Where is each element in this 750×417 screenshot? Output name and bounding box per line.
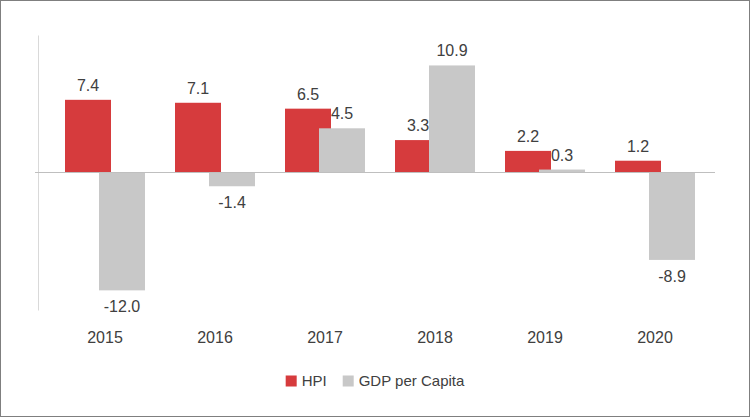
x-axis: 2015 2016 2017 2018 2019 2020 [87,322,673,346]
data-label: 4.5 [331,105,353,122]
bar [175,103,221,173]
x-tick: 2018 [417,322,453,346]
data-label: -8.9 [658,268,686,285]
data-label: -1.4 [218,194,246,211]
bar [615,161,661,173]
x-tick: 2017 [307,322,343,346]
x-tick-label: 2019 [527,329,563,346]
x-tick: 2015 [87,322,123,346]
legend-item: HPI [286,372,327,389]
legend-item: GDP per Capita [343,372,465,389]
legend: HPI GDP per Capita [286,372,465,389]
x-tick-label: 2020 [637,329,673,346]
legend-swatch [343,376,354,387]
x-tick-label: 2015 [87,329,123,346]
bar-series [65,100,661,173]
bar [319,128,365,172]
legend-label: GDP per Capita [359,372,465,389]
chart-frame [1,1,750,417]
data-label: 2.2 [517,128,539,145]
bar [649,173,695,260]
legend-label: HPI [302,372,327,389]
bars [65,65,695,290]
bar [429,65,475,172]
data-label: -12.0 [104,298,141,315]
x-tick: 2016 [197,322,233,346]
bar-series [99,65,695,290]
data-label: 10.9 [436,42,467,59]
bar [209,173,255,187]
data-label: 1.2 [627,138,649,155]
data-label: 3.3 [407,117,429,134]
x-tick: 2020 [637,322,673,346]
x-tick: 2019 [527,322,563,346]
data-label: 7.4 [77,77,99,94]
data-labels: 7.4 7.1 6.5 3.3 2.2 1.2 -12.0 -1.4 4.5 10.9 0.3 -8.… [77,42,686,315]
data-label: 6.5 [297,86,319,103]
baseline [35,172,715,173]
bar [505,151,551,173]
chart-container: 7.4 7.1 6.5 3.3 2.2 1.2 -12.0 -1.4 4.5 10.9 0.3 -8.… [0,0,750,417]
data-label: 7.1 [187,80,209,97]
x-tick-label: 2017 [307,329,343,346]
bar [99,173,145,291]
x-tick-label: 2016 [197,329,233,346]
data-label: 0.3 [551,147,573,164]
bar [65,100,111,173]
x-tick-label: 2018 [417,329,453,346]
legend-swatch [286,376,297,387]
chart-svg: 7.4 7.1 6.5 3.3 2.2 1.2 -12.0 -1.4 4.5 10.9 0.3 -8.… [0,0,750,417]
